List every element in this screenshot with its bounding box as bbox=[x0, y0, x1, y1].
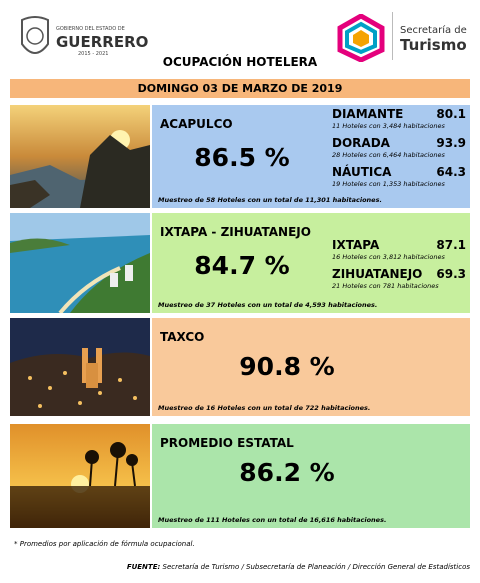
source-text: Secretaría de Turismo / Subsecretaría de… bbox=[162, 563, 470, 571]
sample-note: Muestreo de 37 Hoteles con un total de 4… bbox=[158, 301, 378, 309]
state-shield bbox=[21, 16, 49, 54]
zone-value: 80.1 bbox=[436, 107, 466, 121]
zone: DIAMANTE 80.1 11 Hoteles con 3,484 habitac… bbox=[332, 107, 466, 130]
logo-left-line: GOBIERNO DEL ESTADO DE bbox=[56, 26, 125, 32]
zone-detail: 28 Hoteles con 6,464 habitaciones bbox=[332, 151, 445, 159]
footnote: * Promedios por aplicación de fórmula oc… bbox=[14, 540, 195, 548]
date-bar: DOMINGO 03 DE MARZO DE 2019 bbox=[10, 79, 470, 98]
ixtapa-panel: IXTAPA - ZIHUATANEJO 84.7 % IXTAPA 87.1 16… bbox=[152, 213, 470, 313]
taxco-photo bbox=[10, 318, 150, 416]
zone-name: DIAMANTE bbox=[332, 107, 404, 121]
zone-value: 64.3 bbox=[436, 165, 466, 179]
zone: ZIHUATANEJO 69.3 21 Hoteles con 781 habita… bbox=[332, 267, 466, 290]
zone-name: NÁUTICA bbox=[332, 165, 392, 179]
zone-value: 93.9 bbox=[436, 136, 466, 150]
section-value: 90.8 % bbox=[239, 352, 335, 381]
logo-left-years: 2015 - 2021 bbox=[78, 51, 109, 57]
zone-detail: 21 Hoteles con 781 habitaciones bbox=[332, 282, 439, 290]
section-name: PROMEDIO ESTATAL bbox=[160, 436, 294, 450]
logo-divider bbox=[392, 12, 393, 60]
promedio-panel: PROMEDIO ESTATAL 86.2 % Muestreo de 111 … bbox=[152, 424, 470, 528]
tourism-logo bbox=[337, 14, 385, 62]
zone-value: 87.1 bbox=[436, 238, 466, 252]
zone: IXTAPA 87.1 16 Hoteles con 3,812 habitacio… bbox=[332, 238, 466, 261]
sunset-photo bbox=[10, 424, 150, 528]
section-name: TAXCO bbox=[160, 330, 205, 344]
section-name: ACAPULCO bbox=[160, 117, 233, 131]
logo-left-name: GUERRERO bbox=[56, 33, 149, 51]
acapulco-photo bbox=[10, 105, 150, 208]
source-label: FUENTE: bbox=[126, 563, 161, 571]
ixtapa-photo bbox=[10, 213, 150, 313]
page-title: OCUPACIÓN HOTELERA bbox=[162, 55, 318, 69]
zone-name: ZIHUATANEJO bbox=[332, 267, 423, 281]
sample-note: Muestreo de 111 Hoteles con un total de … bbox=[158, 516, 387, 524]
taxco-panel: TAXCO 90.8 % Muestreo de 16 Hoteles con … bbox=[152, 318, 470, 416]
logo-right-name: Turismo bbox=[400, 36, 467, 54]
logo-right-line: Secretaría de bbox=[400, 25, 467, 36]
sample-note: Muestreo de 16 Hoteles con un total de 7… bbox=[158, 404, 371, 412]
zone-value: 69.3 bbox=[436, 267, 466, 281]
zone-detail: 16 Hoteles con 3,812 habitaciones bbox=[332, 253, 445, 261]
section-name: IXTAPA - ZIHUATANEJO bbox=[160, 225, 311, 239]
section-value: 84.7 % bbox=[194, 251, 290, 280]
sample-note: Muestreo de 58 Hoteles con un total de 1… bbox=[158, 196, 382, 204]
acapulco-panel: ACAPULCO 86.5 % DIAMANTE 80.1 11 Hoteles c… bbox=[152, 105, 470, 208]
zone-name: IXTAPA bbox=[332, 238, 380, 252]
zone: NÁUTICA 64.3 19 Hoteles con 1,353 habitaci… bbox=[332, 165, 466, 188]
zone: DORADA 93.9 28 Hoteles con 6,464 habitacio… bbox=[332, 136, 466, 159]
zone-name: DORADA bbox=[332, 136, 390, 150]
section-value: 86.5 % bbox=[194, 143, 290, 172]
source: FUENTE: Secretaría de Turismo / Subsecre… bbox=[0, 563, 470, 571]
zone-detail: 11 Hoteles con 3,484 habitaciones bbox=[332, 122, 445, 130]
section-value: 86.2 % bbox=[239, 458, 335, 487]
zone-detail: 19 Hoteles con 1,353 habitaciones bbox=[332, 180, 445, 188]
